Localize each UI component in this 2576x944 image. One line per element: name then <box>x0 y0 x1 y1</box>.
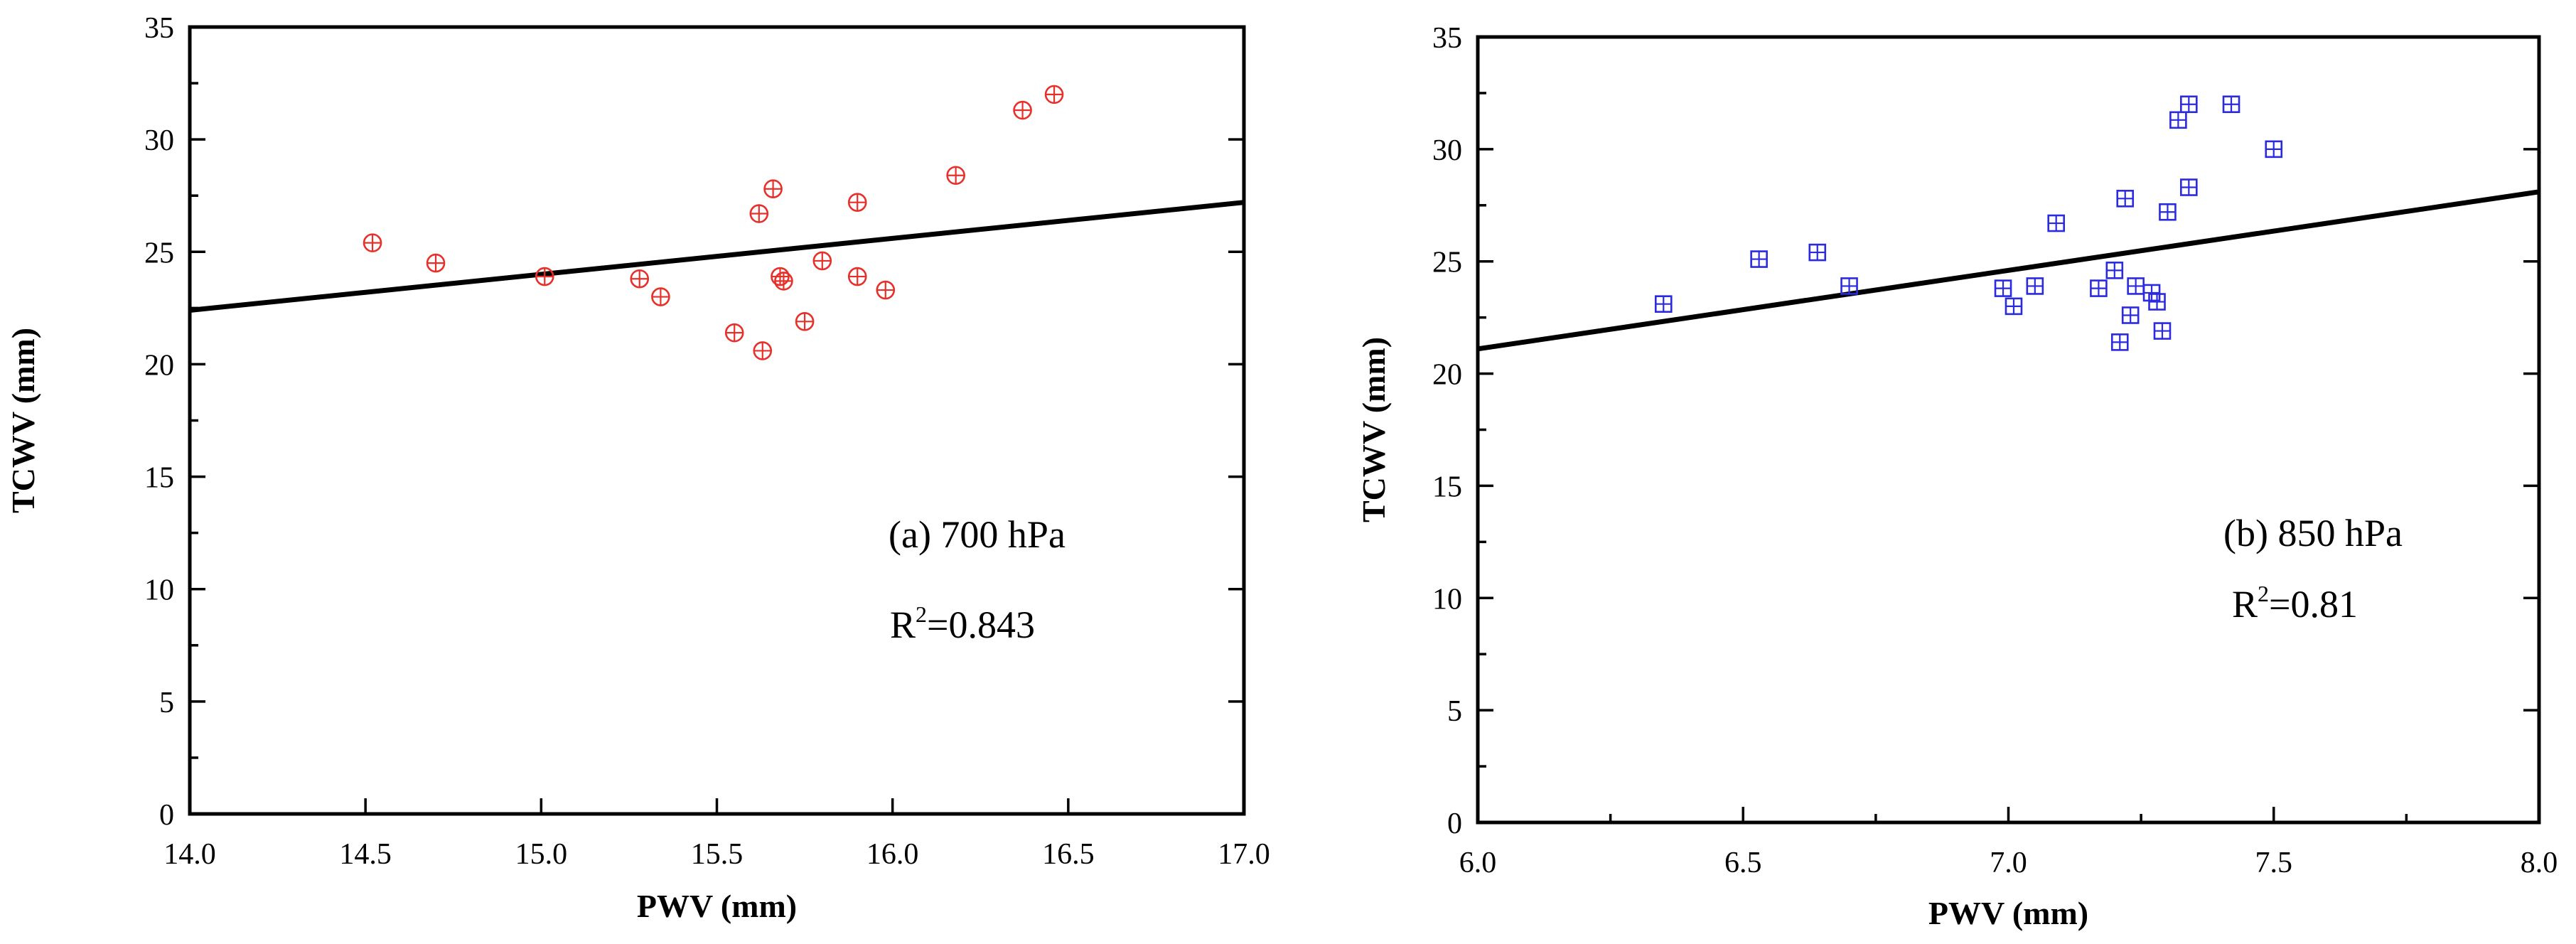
x-tick-label: 16.5 <box>1042 838 1095 871</box>
x-tick-label: 6.5 <box>1724 847 1762 879</box>
data-point <box>2110 333 2129 351</box>
y-tick-label: 0 <box>1447 808 1462 840</box>
data-point <box>2148 293 2166 311</box>
y-tick-label: 5 <box>1447 695 1462 728</box>
regression-line <box>1477 189 2540 352</box>
x-axis-title: PWV (mm) <box>1928 895 2088 931</box>
x-tick-label: 16.0 <box>866 838 919 871</box>
data-point <box>2116 190 2135 208</box>
data-point <box>847 267 867 286</box>
y-axis-title: TCWV (mm) <box>1356 337 1392 522</box>
data-point <box>749 204 769 223</box>
r-squared-label: R2=0.81 <box>2232 581 2358 626</box>
data-point <box>535 267 554 286</box>
data-point <box>363 233 382 252</box>
data-point <box>2047 214 2065 232</box>
data-point <box>774 272 793 291</box>
y-tick-label: 35 <box>144 12 174 45</box>
y-tick-label: 5 <box>159 687 174 719</box>
y-tick-label: 15 <box>144 462 174 495</box>
data-point <box>795 312 815 331</box>
chart-panel-b: 0 5 10 15 20 25 30 35 6.0 6.5 7.0 7.5 8.0 PWV (mm) TCW… <box>1356 22 2558 931</box>
x-axis-title: PWV (mm) <box>637 888 797 924</box>
data-point <box>2180 178 2198 196</box>
data-point <box>724 323 744 343</box>
data-point <box>2153 322 2172 340</box>
x-tick-label: 15.5 <box>691 838 744 871</box>
data-point <box>847 193 867 213</box>
y-tick-label: 15 <box>1432 471 1462 503</box>
r-squared-label: R2=0.843 <box>890 601 1035 646</box>
x-tick-label: 15.0 <box>515 838 568 871</box>
x-tick-label: 7.5 <box>2255 847 2293 879</box>
data-point <box>1994 279 2012 297</box>
data-point <box>1044 85 1064 104</box>
data-point <box>753 341 773 360</box>
x-tick-label: 14.0 <box>163 838 216 871</box>
data-point <box>426 253 446 273</box>
y-tick-label: 10 <box>1432 583 1462 616</box>
plot-frame <box>188 25 1246 816</box>
y-tick-label: 25 <box>144 237 174 269</box>
data-point <box>2127 277 2145 295</box>
y-tick-label: 0 <box>159 799 174 832</box>
data-point <box>2159 203 2177 221</box>
y-axis-title: TCWV (mm) <box>5 328 41 513</box>
data-point <box>2180 95 2198 114</box>
data-point <box>876 280 896 300</box>
x-tick-label: 8.0 <box>2521 847 2558 879</box>
panel-annotation: (b) 850 hPa <box>2223 512 2403 554</box>
chart-panel-a: 0 5 10 15 20 25 30 35 14.0 14.5 15.0 15.5 16.0 16.5 17… <box>5 12 1270 924</box>
regression-line <box>189 200 1245 313</box>
data-point <box>2005 297 2023 316</box>
data-point <box>763 179 783 199</box>
plot-frame <box>1476 35 2541 825</box>
y-tick-label: 10 <box>144 574 174 607</box>
y-tick-label: 25 <box>1432 247 1462 279</box>
data-point <box>812 251 832 271</box>
data-point <box>1840 277 1858 295</box>
data-point <box>2169 111 2187 129</box>
data-point <box>1654 295 1673 313</box>
y-tick-label: 30 <box>1432 134 1462 167</box>
data-point <box>2090 279 2108 297</box>
data-point <box>1750 250 1768 268</box>
data-point <box>1013 100 1032 120</box>
panel-annotation: (a) 700 hPa <box>889 513 1066 556</box>
x-tick-label: 17.0 <box>1218 838 1270 871</box>
data-point <box>2222 95 2240 114</box>
data-point <box>2105 262 2124 279</box>
data-point <box>2121 306 2140 324</box>
x-tick-label: 14.5 <box>339 838 392 871</box>
data-point <box>946 166 965 186</box>
x-tick-label: 6.0 <box>1459 847 1497 879</box>
data-point <box>630 269 650 289</box>
data-point <box>651 287 670 306</box>
x-tick-label: 7.0 <box>1990 847 2027 879</box>
data-point <box>2265 140 2283 159</box>
y-tick-label: 35 <box>1432 22 1462 55</box>
data-point <box>771 267 790 286</box>
y-tick-label: 20 <box>1432 359 1462 392</box>
data-point <box>1808 243 1827 262</box>
y-tick-label: 30 <box>144 124 174 157</box>
data-point <box>2026 277 2044 295</box>
data-point <box>2142 284 2161 302</box>
y-tick-label: 20 <box>144 349 174 382</box>
